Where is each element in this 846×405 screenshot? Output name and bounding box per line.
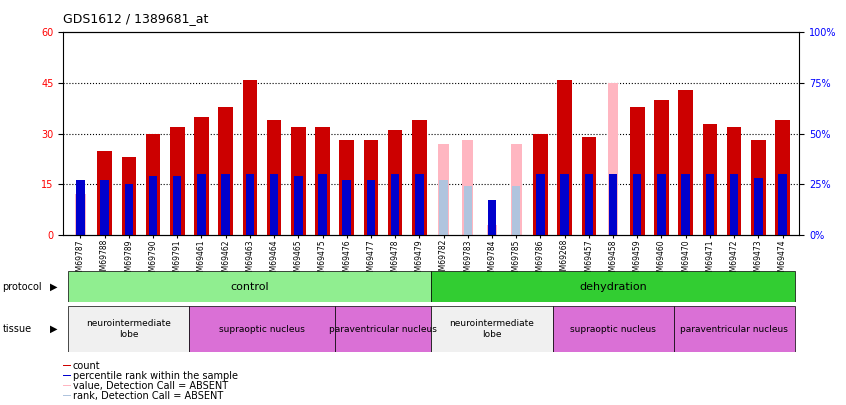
Text: paraventricular nucleus: paraventricular nucleus [680,324,788,334]
Bar [703,124,717,235]
Bar [678,90,693,235]
Bar [681,174,690,235]
Bar [366,180,375,235]
Bar [317,127,328,235]
Bar [730,174,739,235]
Bar [63,375,71,376]
Text: value, Detection Call = ABSENT: value, Detection Call = ABSENT [73,381,228,391]
Bar [633,174,641,235]
Text: percentile rank within the sample: percentile rank within the sample [73,371,238,381]
Bar [654,100,668,235]
Text: paraventricular nucleus: paraventricular nucleus [329,324,437,334]
Bar [63,365,71,366]
Text: rank, Detection Call = ABSENT: rank, Detection Call = ABSENT [73,391,223,401]
Bar [364,141,378,235]
Bar [63,385,71,386]
Bar [751,141,766,235]
Bar [585,174,593,235]
Bar [266,120,282,235]
Bar [607,83,618,235]
Bar [69,306,190,352]
Bar [536,174,545,235]
Bar [560,174,569,235]
Text: supraoptic nucleus: supraoptic nucleus [219,324,305,334]
Bar [439,180,448,235]
Bar [657,174,666,235]
Bar [222,174,230,235]
Bar [464,186,472,235]
Bar [294,176,303,235]
Bar [431,271,794,302]
Bar [76,180,85,235]
Bar [190,306,335,352]
Text: neurointermediate
lobe: neurointermediate lobe [86,320,171,339]
Bar [173,176,182,235]
Bar [533,134,547,235]
Text: dehydration: dehydration [580,281,647,292]
Text: neurointermediate
lobe: neurointermediate lobe [449,320,535,339]
Text: ▶: ▶ [50,281,57,292]
Bar [512,186,520,235]
Bar [511,144,522,235]
Bar [335,306,431,352]
Bar [486,225,497,235]
Bar [195,117,209,235]
Bar [97,151,112,235]
Bar [69,271,431,302]
Bar [318,174,327,235]
Bar [243,80,257,235]
Bar [630,107,645,235]
Bar [488,200,497,235]
Bar [316,127,330,235]
Bar [218,107,233,235]
Bar [706,174,714,235]
Bar [754,178,762,235]
Bar [387,130,403,235]
Bar [775,120,790,235]
Bar [581,137,596,235]
Text: supraoptic nucleus: supraoptic nucleus [570,324,656,334]
Bar [76,180,85,235]
Bar [343,180,351,235]
Bar [291,127,305,235]
Bar [778,174,787,235]
Bar [149,176,157,235]
Bar [146,134,160,235]
Bar [122,157,136,235]
Text: GDS1612 / 1389681_at: GDS1612 / 1389681_at [63,12,209,25]
Bar [124,184,133,235]
Text: control: control [231,281,269,292]
Bar [415,174,424,235]
Bar [245,174,254,235]
Bar [270,174,278,235]
Text: count: count [73,360,101,371]
Bar [462,141,473,235]
Text: tissue: tissue [3,324,31,334]
Bar [412,120,426,235]
Bar [609,174,618,235]
Bar [63,395,71,396]
Bar [727,127,741,235]
Bar [391,174,399,235]
Bar [339,141,354,235]
Bar [170,127,184,235]
Bar [438,144,449,235]
Bar [431,306,552,352]
Bar [75,194,85,235]
Bar [101,180,109,235]
Bar [488,211,497,235]
Text: ▶: ▶ [50,324,57,334]
Bar [552,306,673,352]
Bar [673,306,794,352]
Bar [558,80,572,235]
Text: protocol: protocol [3,281,42,292]
Bar [197,174,206,235]
